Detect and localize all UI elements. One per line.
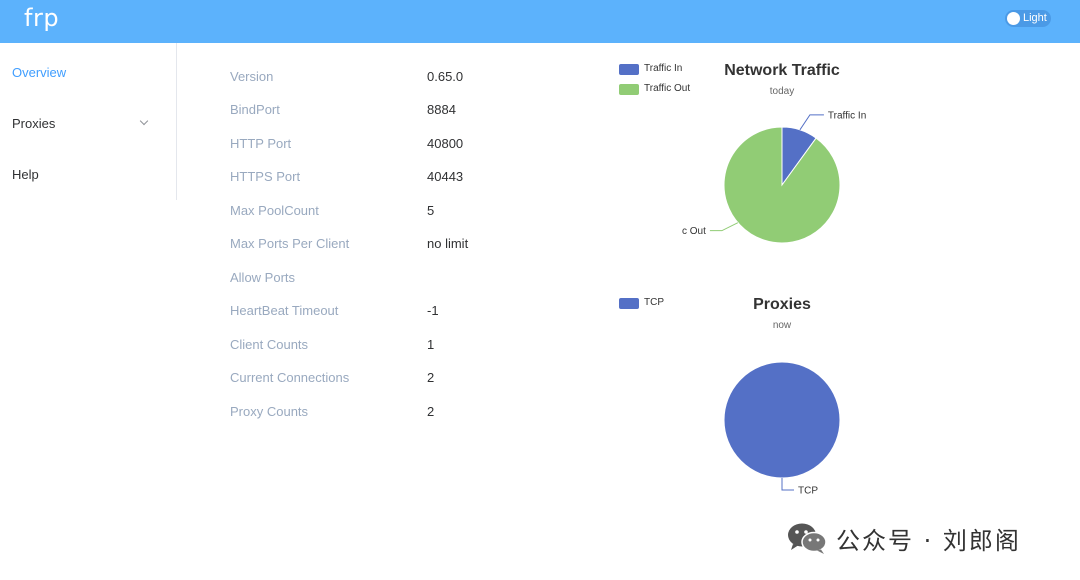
theme-toggle-switch[interactable]: Light (1005, 10, 1051, 27)
watermark: 公众号 · 刘郎阁 (786, 520, 1021, 556)
pie-label-traffic-in: Traffic In (828, 110, 866, 121)
pie-label-tcp: TCP (798, 486, 818, 497)
proxies-pie-chart: TCP (723, 361, 841, 497)
info-label: HeartBeat Timeout (230, 303, 339, 318)
info-label: Current Connections (230, 370, 350, 385)
chart-subtitle: today (769, 86, 795, 97)
info-label: BindPort (230, 102, 280, 117)
legend-swatch (619, 84, 639, 95)
chart-title: Proxies (753, 296, 811, 313)
info-value: 40443 (427, 169, 464, 184)
app-brand[interactable]: frp (24, 4, 60, 32)
legend-swatch (619, 298, 639, 309)
info-row-bind-port: BindPort 8884 (230, 102, 590, 122)
info-row-max-ports-per-client: Max Ports Per Client no limit (230, 236, 590, 256)
info-value: 2 (427, 404, 435, 419)
info-label: HTTP Port (230, 136, 292, 151)
theme-toggle-label: Light (1023, 12, 1047, 24)
sidebar-item-label: Overview (12, 65, 67, 80)
legend-label: TCP (644, 297, 664, 308)
info-label: Max Ports Per Client (230, 236, 350, 251)
info-row-https-port: HTTPS Port 40443 (230, 169, 590, 189)
sidebar-item-label: Proxies (12, 116, 56, 131)
info-row-client-counts: Client Counts 1 (230, 337, 590, 357)
legend-label: Traffic In (644, 63, 683, 74)
info-value: 0.65.0 (427, 69, 464, 84)
traffic-pie-chart: Traffic In Traffic Out (682, 110, 866, 244)
info-label: Max PoolCount (230, 203, 319, 218)
info-value: 5 (427, 203, 435, 218)
sidebar-item-help[interactable]: Help (0, 148, 176, 198)
info-row-allow-ports: Allow Ports (230, 270, 590, 290)
pie-slice-traffic-out[interactable] (723, 126, 841, 244)
pie-label-line-traffic-out (709, 222, 739, 232)
info-value: 2 (427, 370, 435, 385)
info-row-proxy-counts: Proxy Counts 2 (230, 404, 590, 424)
info-label: Proxy Counts (230, 404, 309, 419)
sidebar-item-proxies[interactable]: Proxies (0, 97, 176, 147)
info-label: Client Counts (230, 337, 309, 352)
pie-label-line-tcp (781, 478, 794, 491)
pie-label-traffic-out: Traffic Out (682, 226, 706, 237)
wechat-icon (788, 523, 827, 554)
info-label: Version (230, 69, 274, 84)
chart-title: Network Traffic (724, 62, 840, 79)
chevron-down-icon (139, 116, 149, 126)
info-row-heartbeat-timeout: HeartBeat Timeout -1 (230, 303, 590, 323)
info-row-max-pool-count: Max PoolCount 5 (230, 203, 590, 223)
info-value: 40800 (427, 136, 464, 151)
info-value: 8884 (427, 102, 456, 117)
info-row-version: Version 0.65.0 (230, 69, 590, 89)
top-header: frp Light (0, 0, 1080, 43)
pie-label-line-traffic-in (799, 114, 824, 131)
info-value: 1 (427, 337, 435, 352)
watermark-text: 公众号 · 刘郎阁 (836, 526, 1021, 555)
info-value: -1 (427, 303, 439, 318)
toggle-knob-icon (1007, 12, 1020, 25)
info-label: HTTPS Port (230, 169, 301, 184)
info-row-http-port: HTTP Port 40800 (230, 136, 590, 156)
sidebar-menu: Overview Proxies Help (0, 43, 177, 200)
info-row-current-connections: Current Connections 2 (230, 370, 590, 390)
legend-swatch (619, 64, 639, 75)
info-value: no limit (427, 236, 469, 251)
sidebar-item-label: Help (12, 167, 39, 182)
info-label: Allow Ports (230, 270, 296, 285)
pie-slice-tcp[interactable] (723, 361, 841, 479)
legend-label: Traffic Out (644, 83, 691, 94)
chart-subtitle: now (772, 320, 792, 331)
sidebar-item-overview[interactable]: Overview (0, 46, 176, 96)
